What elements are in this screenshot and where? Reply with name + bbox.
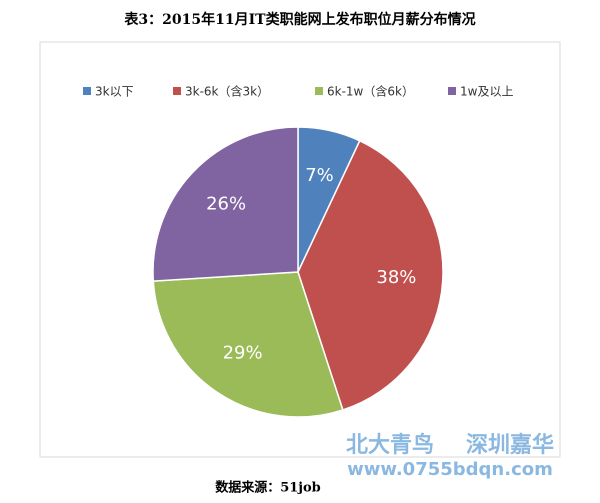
legend-label: 6k-1w（含6k） [327, 84, 414, 99]
source-note: 数据来源：51job [215, 480, 321, 496]
data-label: 26% [206, 194, 246, 215]
chart-frame [39, 41, 561, 458]
legend-label: 3k以下 [95, 85, 134, 99]
pie-slice [152, 271, 344, 418]
watermark: 北大青鸟 [346, 432, 434, 458]
legend-label: 1w及以上 [460, 85, 513, 99]
legend-swatch [448, 87, 456, 95]
data-label: 38% [376, 267, 416, 288]
legend-swatch [173, 87, 181, 95]
chart-title: 表3：2015年11月IT类职能网上发布职位月薪分布情况 [123, 11, 475, 28]
pie-slice [152, 126, 299, 282]
watermark: 深圳嘉华 [466, 432, 554, 458]
data-label: 7% [305, 165, 334, 186]
legend-label: 3k-6k（含3k） [185, 84, 269, 99]
legend-swatch [315, 87, 323, 95]
pie-slice [297, 139, 444, 411]
watermark: www.0755bdqn.com [347, 459, 553, 480]
data-label: 29% [223, 343, 263, 364]
legend-swatch [83, 87, 91, 95]
